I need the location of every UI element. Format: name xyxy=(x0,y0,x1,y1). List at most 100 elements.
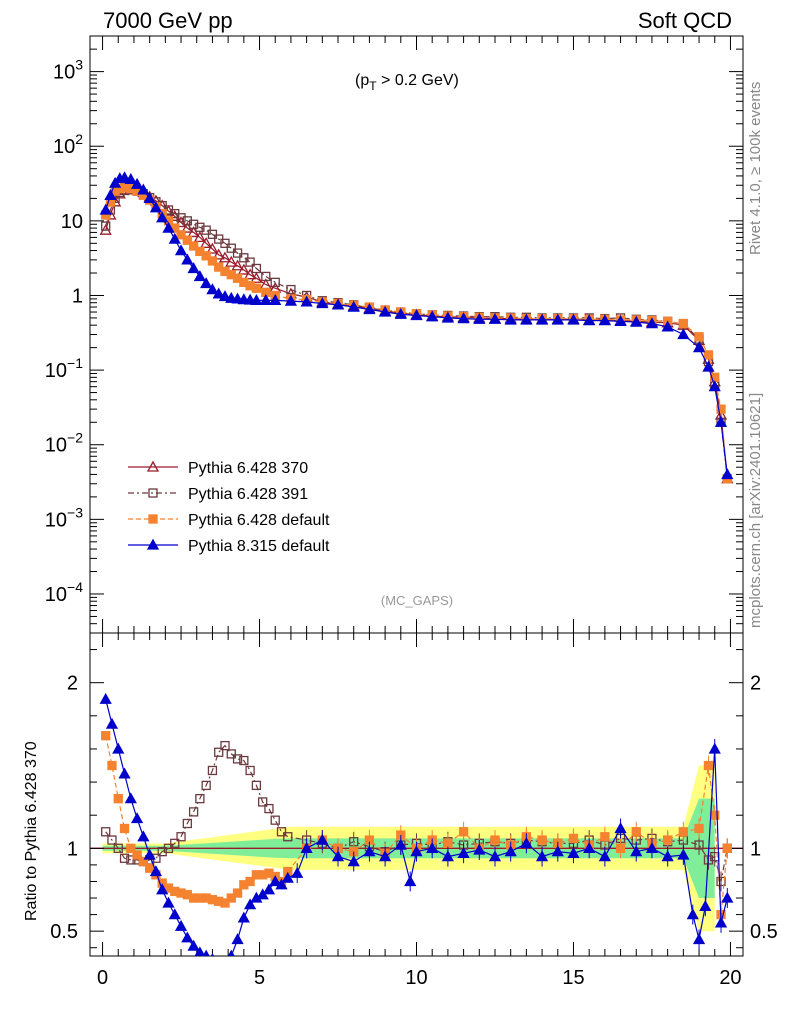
data-point-p391 xyxy=(286,284,296,295)
ratio-point-p8 xyxy=(645,841,659,853)
series-p8 xyxy=(99,171,734,480)
ratio-point-pdef xyxy=(220,898,230,908)
main-frame xyxy=(89,35,744,634)
ratio-point-p8 xyxy=(124,792,137,804)
ratio-point-p8 xyxy=(168,908,181,920)
data-point-p391 xyxy=(251,263,262,274)
ratio-point-p8 xyxy=(614,822,627,834)
ratio-point-p8 xyxy=(202,949,210,956)
ratio-y-tick-label-left: 1 xyxy=(67,838,78,860)
ratio-point-pdef xyxy=(703,760,714,771)
data-point-p8 xyxy=(168,232,181,244)
data-point-p391 xyxy=(188,219,199,229)
ratio-point-pdef xyxy=(600,832,610,842)
tick-base: 10 xyxy=(53,136,75,158)
ratio-point-p8 xyxy=(118,767,131,779)
main-y-tick-label: 1 xyxy=(72,285,83,307)
data-point-p391 xyxy=(245,257,255,267)
tick-base: 10 xyxy=(53,62,75,84)
ratio-y-tick-label-left: 0.5 xyxy=(50,921,78,943)
data-point-p370 xyxy=(193,231,206,243)
ratio-point-p391 xyxy=(101,827,111,837)
data-point-p8 xyxy=(259,294,272,306)
ratio-point-p8 xyxy=(143,848,156,860)
ratio-point-pdef xyxy=(537,835,547,845)
data-point-p8 xyxy=(137,183,150,195)
data-point-p8 xyxy=(130,177,144,189)
main-y-tick-label: 10 xyxy=(61,211,83,233)
data-point-p8 xyxy=(284,294,298,306)
ratio-point-p391 xyxy=(188,807,199,817)
ratio-point-p8 xyxy=(156,883,169,895)
ratio-point-p8 xyxy=(187,939,200,951)
ratio-y-tick-label-right: 2 xyxy=(750,673,761,695)
ratio-point-p8 xyxy=(347,855,360,867)
ratio-point-p8 xyxy=(457,846,470,858)
ratio-point-p8 xyxy=(181,931,194,943)
ratio-point-p8 xyxy=(426,841,439,853)
ratio-point-p8 xyxy=(583,841,596,853)
data-point-pdef xyxy=(716,404,726,414)
tick-exp: −1 xyxy=(67,355,83,371)
ratio-point-p8 xyxy=(214,958,224,967)
side-label-bottom: mcplots.cern.ch [arXiv:2401.10621] xyxy=(747,393,764,628)
ratio-point-pdef xyxy=(144,863,155,873)
tick-exp: −2 xyxy=(67,430,83,446)
data-point-p8 xyxy=(661,320,674,332)
ratio-point-p8 xyxy=(231,933,244,945)
ratio-point-p8 xyxy=(504,845,517,857)
ratio-point-p391 xyxy=(182,818,192,829)
main-y-tick-label: 10−4 xyxy=(45,579,83,606)
data-point-pdef xyxy=(678,318,689,329)
ratio-point-p8 xyxy=(686,908,699,920)
main-y-tick-label: 10−1 xyxy=(45,355,83,382)
tick-base: 10 xyxy=(61,211,83,233)
ratio-point-p8 xyxy=(300,841,313,853)
ratio-point-p391 xyxy=(195,793,205,804)
ratio-point-p8 xyxy=(331,850,345,862)
ratio-point-p8 xyxy=(699,899,712,911)
data-point-p391 xyxy=(207,229,218,239)
data-point-p8 xyxy=(702,360,715,372)
data-point-p8 xyxy=(677,328,690,340)
data-point-p8 xyxy=(162,221,175,233)
data-point-p8 xyxy=(708,380,721,392)
tick-base: 10 xyxy=(45,584,67,606)
ratio-point-p8 xyxy=(99,692,112,704)
data-point-p8 xyxy=(118,171,131,183)
ratio-point-p391 xyxy=(176,832,186,842)
data-point-p8 xyxy=(174,244,188,256)
ratio-point-p391 xyxy=(258,797,268,807)
data-point-pdef xyxy=(207,256,218,266)
data-point-pdef xyxy=(703,350,714,360)
data-point-p8 xyxy=(441,311,454,323)
ratio-point-p8 xyxy=(661,850,674,862)
ratio-point-p8 xyxy=(112,742,125,754)
data-point-p8 xyxy=(692,341,706,353)
data-point-p8 xyxy=(714,415,728,427)
ratio-y-tick-label-left: 2 xyxy=(67,673,78,695)
ratio-point-p8 xyxy=(162,896,175,908)
legend-marker-p8 xyxy=(146,538,160,550)
main-y-tick-label: 10−3 xyxy=(45,504,83,531)
ratio-point-p8 xyxy=(194,946,206,956)
data-point-p391 xyxy=(226,243,236,253)
cut-annotation: (pT > 0.2 GeV) xyxy=(355,72,459,93)
data-point-pdef xyxy=(251,283,262,293)
ratio-line-p391 xyxy=(105,744,728,882)
ratio-point-p391 xyxy=(226,749,236,759)
ratio-point-p391 xyxy=(276,827,287,837)
x-tick-labels: 0 5 10 15 20 xyxy=(97,967,742,989)
legend-marker-p370 xyxy=(146,460,160,472)
ratio-point-p8 xyxy=(130,812,144,824)
main-ticks xyxy=(90,35,743,634)
header-right: Soft QCD xyxy=(638,8,732,33)
ratio-panel: 2 2 1 1 0.5 0.5 Ratio to Pythia 6.428 370 xyxy=(23,632,778,967)
data-point-p391 xyxy=(101,221,111,231)
ratio-point-p391 xyxy=(107,835,117,845)
legend-label-pdef: Pythia 6.428 default xyxy=(188,512,330,529)
data-point-p8 xyxy=(99,203,112,215)
ratio-point-p8 xyxy=(137,830,150,842)
data-point-p391 xyxy=(232,248,243,258)
tick-base: 10 xyxy=(45,360,67,382)
